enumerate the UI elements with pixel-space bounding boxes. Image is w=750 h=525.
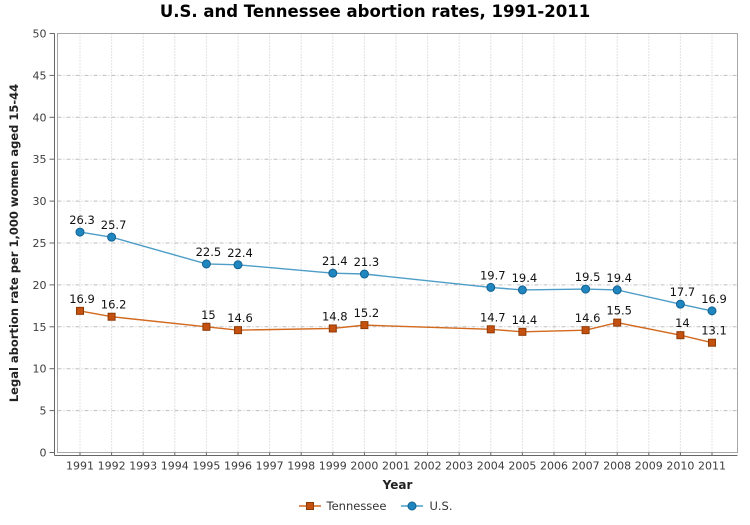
y-tick-label: 0 <box>40 447 47 460</box>
value-label-tennessee-2000: 15.2 <box>354 306 380 320</box>
value-label-tennessee-1991: 16.9 <box>69 292 95 306</box>
marker-u-s-1999 <box>328 268 338 278</box>
us-circle-marker-icon <box>401 501 424 511</box>
x-axis-title: Year <box>382 478 413 492</box>
legend-label-tennessee: Tennessee <box>326 499 387 513</box>
tennessee-square-marker-icon <box>298 502 321 510</box>
value-label-tennessee-1996: 14.6 <box>227 311 253 325</box>
y-tick-label: 20 <box>33 279 47 292</box>
marker-u-s-1991 <box>75 227 85 237</box>
x-tick-label: 2006 <box>540 460 568 473</box>
x-tick-label: 1993 <box>129 460 157 473</box>
y-tick-label: 35 <box>33 153 47 166</box>
marker-u-s-2011 <box>707 306 717 316</box>
y-tick-label: 50 <box>33 28 47 41</box>
x-tick-label: 1994 <box>161 460 189 473</box>
value-label-tennessee-2005: 14.4 <box>512 313 538 327</box>
value-label-u-s-1995: 22.5 <box>196 245 222 259</box>
value-label-tennessee-2007: 14.6 <box>575 311 601 325</box>
series-line-tennessee <box>79 310 713 344</box>
value-label-u-s-2011: 16.9 <box>701 292 727 306</box>
marker-tennessee-1991 <box>76 306 84 315</box>
value-label-u-s-1991: 26.3 <box>69 213 95 227</box>
marker-u-s-2010 <box>675 299 685 309</box>
y-tick-label: 15 <box>33 321 47 334</box>
value-label-u-s-1999: 21.4 <box>322 254 348 268</box>
x-tick-label: 2011 <box>698 460 726 473</box>
legend: Tennessee U.S. <box>0 499 750 513</box>
x-tick-label: 1997 <box>256 460 284 473</box>
value-label-tennessee-2004: 14.7 <box>480 310 506 324</box>
chart-title: U.S. and Tennessee abortion rates, 1991-… <box>159 2 591 21</box>
x-tick-label: 1996 <box>224 460 252 473</box>
value-label-u-s-1992: 25.7 <box>101 218 127 232</box>
value-label-tennessee-2010: 14 <box>675 316 690 330</box>
x-tick-label: 2000 <box>350 460 378 473</box>
marker-u-s-1996 <box>233 260 243 270</box>
marker-tennessee-1995 <box>202 322 211 331</box>
legend-item-us: U.S. <box>400 499 452 513</box>
y-tick-label: 10 <box>33 363 47 376</box>
x-tick-label: 1992 <box>98 460 126 473</box>
x-tick-label: 2010 <box>666 460 694 473</box>
x-tick-label: 1991 <box>66 460 94 473</box>
legend-label-us: U.S. <box>429 499 453 513</box>
value-label-tennessee-2008: 15.5 <box>606 304 632 318</box>
x-tick-label: 2008 <box>603 460 631 473</box>
x-tick-label: 2001 <box>382 460 410 473</box>
x-tick-label: 2002 <box>414 460 442 473</box>
marker-u-s-2000 <box>359 269 369 279</box>
marker-tennessee-2005 <box>518 327 527 336</box>
marker-tennessee-2011 <box>708 338 716 347</box>
series-line-u-s <box>79 231 713 312</box>
marker-tennessee-2000 <box>360 321 369 330</box>
marker-tennessee-2010 <box>676 331 685 340</box>
y-tick-label: 25 <box>33 237 47 250</box>
x-tick-label: 1995 <box>192 460 220 473</box>
legend-item-tennessee: Tennessee <box>298 499 387 513</box>
y-tick-label: 45 <box>33 69 47 82</box>
marker-tennessee-2008 <box>613 318 622 327</box>
value-label-tennessee-1992: 16.2 <box>101 298 127 312</box>
marker-tennessee-2004 <box>486 325 495 334</box>
value-label-u-s-2010: 17.7 <box>670 285 696 299</box>
x-tick-label: 2007 <box>572 460 600 473</box>
y-tick-label: 5 <box>40 405 47 418</box>
x-tick-label: 1998 <box>287 460 315 473</box>
marker-tennessee-1996 <box>234 326 242 335</box>
marker-tennessee-2007 <box>581 326 590 335</box>
marker-u-s-1995 <box>201 259 211 269</box>
value-label-u-s-2004: 19.7 <box>480 268 506 282</box>
value-label-u-s-2008: 19.4 <box>606 271 632 285</box>
marker-u-s-2007 <box>581 284 591 294</box>
marker-u-s-2008 <box>612 285 622 295</box>
x-tick-label: 2009 <box>635 460 663 473</box>
value-label-u-s-2000: 21.3 <box>354 255 380 269</box>
marker-u-s-2005 <box>517 285 527 295</box>
value-label-u-s-2007: 19.5 <box>575 270 601 284</box>
x-tick-label: 1999 <box>319 460 347 473</box>
value-label-tennessee-2011: 13.1 <box>701 324 727 338</box>
marker-u-s-2004 <box>486 282 496 292</box>
value-label-tennessee-1995: 15 <box>201 308 216 322</box>
x-tick-label: 2003 <box>445 460 473 473</box>
y-tick-label: 40 <box>33 111 47 124</box>
marker-u-s-1992 <box>107 232 117 242</box>
value-label-tennessee-1999: 14.8 <box>322 309 348 323</box>
marker-tennessee-1999 <box>328 324 337 333</box>
marker-tennessee-1992 <box>107 312 116 321</box>
value-label-u-s-2005: 19.4 <box>512 271 538 285</box>
y-tick-label: 30 <box>33 195 47 208</box>
x-tick-label: 2005 <box>508 460 536 473</box>
x-tick-label: 2004 <box>477 460 505 473</box>
value-label-u-s-1996: 22.4 <box>227 246 253 260</box>
plot-frame <box>57 33 738 453</box>
